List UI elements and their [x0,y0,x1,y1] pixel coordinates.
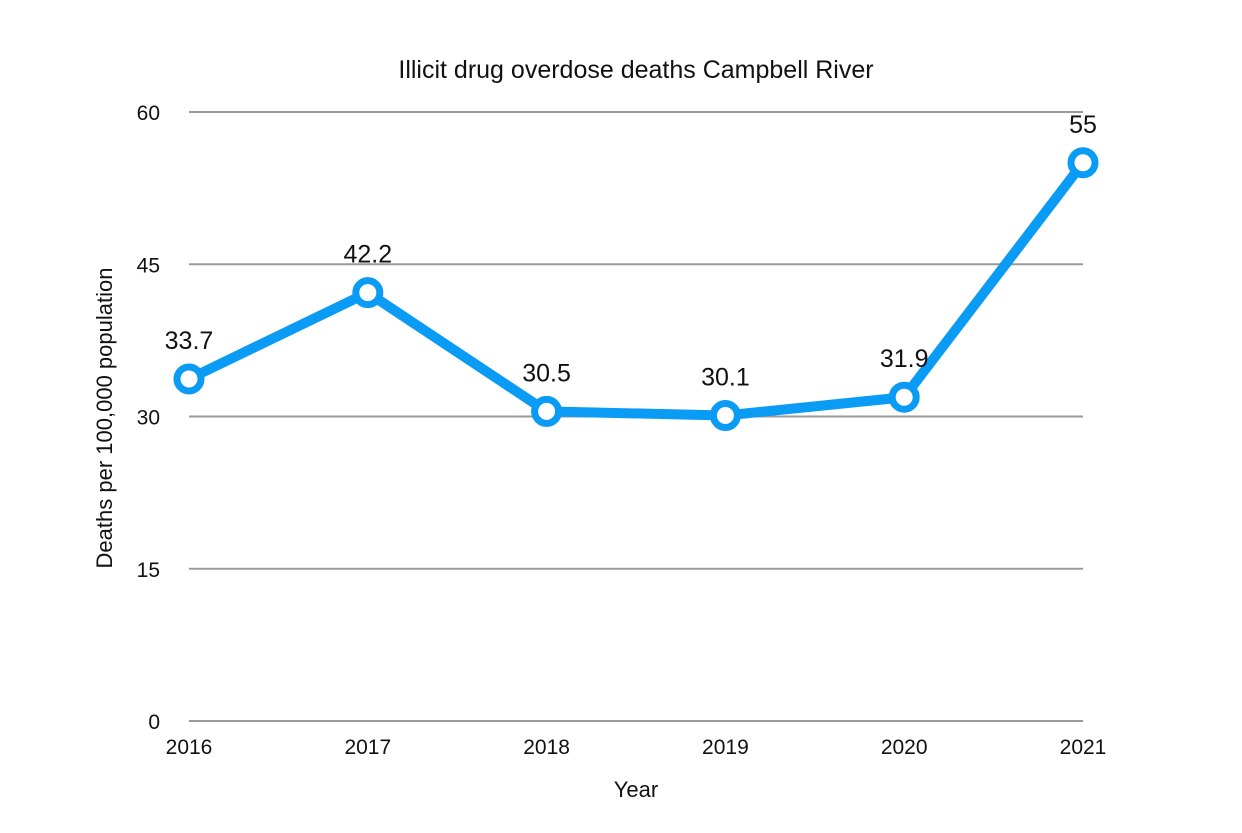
data-point[interactable] [888,381,920,413]
data-label: 33.7 [165,327,214,355]
series-layer [173,147,1099,431]
x-tick-label: 2017 [344,736,391,759]
data-point[interactable] [1067,147,1099,179]
x-tick-label: 2018 [523,736,570,759]
data-point[interactable] [531,395,563,427]
data-label: 55 [1069,111,1097,139]
y-tick-label: 15 [137,559,160,582]
y-tick-label: 60 [137,102,160,125]
data-labels: 33.7 42.2 30.5 30.1 31.9 55 [165,111,1097,392]
x-tick-label: 2020 [881,736,928,759]
x-tick-label: 2021 [1060,736,1107,759]
chart-title: Illicit drug overdose deaths Campbell Ri… [398,56,873,84]
x-tick-label: 2016 [166,736,213,759]
data-label: 31.9 [880,345,929,373]
data-label: 30.5 [522,359,571,387]
data-point[interactable] [709,399,741,431]
y-axis-label: Deaths per 100,000 population [92,268,117,569]
x-tick-label: 2019 [702,736,749,759]
data-point[interactable] [352,277,384,309]
y-tick-label: 0 [148,711,160,734]
x-axis-label: Year [614,777,658,802]
x-axis-ticks: 2016 2017 2018 2019 2020 2021 [166,736,1107,759]
series-line [184,157,1088,421]
data-point[interactable] [173,363,205,395]
y-axis-ticks: 0 15 30 45 60 [137,102,160,734]
y-tick-label: 45 [137,254,160,277]
data-label: 42.2 [343,241,392,269]
y-tick-label: 30 [137,407,160,430]
data-label: 30.1 [701,363,750,391]
